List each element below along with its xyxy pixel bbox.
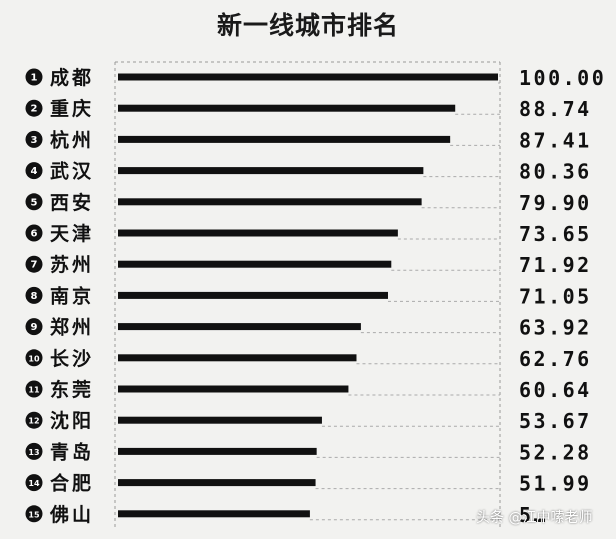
bar xyxy=(118,323,361,331)
rank-badge xyxy=(25,505,43,523)
bar xyxy=(118,416,322,424)
category-label: 南京 xyxy=(50,284,94,307)
bar xyxy=(118,479,316,487)
rank-number: 5 xyxy=(31,197,38,208)
value-label: 51.99 xyxy=(519,472,592,496)
value-label: 5… xyxy=(519,503,548,527)
value-label: 60.64 xyxy=(519,378,592,402)
category-label: 长沙 xyxy=(50,348,94,370)
rank-number: 6 xyxy=(31,229,38,240)
value-label: 73.65 xyxy=(519,222,592,246)
rank-badge xyxy=(25,411,43,429)
rank-number: 9 xyxy=(31,322,38,333)
rank-number: 15 xyxy=(28,510,40,519)
value-label: 80.36 xyxy=(519,160,592,184)
rank-badge xyxy=(25,99,43,117)
rank-badge xyxy=(25,349,43,367)
rank-badge xyxy=(25,193,43,211)
value-label: 100.00 xyxy=(519,66,606,90)
rank-badge xyxy=(25,380,43,398)
category-label: 郑州 xyxy=(50,317,94,339)
rank-number: 14 xyxy=(28,479,40,488)
category-label: 重庆 xyxy=(50,97,94,120)
rank-badge xyxy=(25,224,43,242)
bar xyxy=(118,291,388,299)
rank-number: 12 xyxy=(28,417,39,426)
chart-title: 新一线城市排名 xyxy=(216,11,399,40)
category-label: 苏州 xyxy=(50,253,94,276)
category-label: 佛山 xyxy=(49,503,94,526)
bar xyxy=(118,73,498,81)
rank-number: 11 xyxy=(28,386,40,395)
watermark: 头条 @江中嗦老师 xyxy=(476,510,593,526)
rank-number: 7 xyxy=(31,260,38,271)
value-label: 79.90 xyxy=(519,191,592,215)
bar xyxy=(118,135,451,143)
bar xyxy=(118,354,357,362)
bar xyxy=(118,229,398,237)
bar xyxy=(118,104,456,112)
rank-badge xyxy=(25,68,43,86)
value-label: 62.76 xyxy=(519,347,592,371)
bar xyxy=(118,447,317,455)
value-label: 63.92 xyxy=(519,316,592,340)
category-label: 沈阳 xyxy=(50,409,94,432)
rank-badge xyxy=(25,130,43,148)
rank-number: 3 xyxy=(31,135,38,146)
rank-badge xyxy=(25,255,43,273)
value-label: 71.92 xyxy=(519,253,592,277)
category-label: 天津 xyxy=(50,222,94,245)
bar xyxy=(118,385,349,393)
category-label: 武汉 xyxy=(50,161,94,183)
category-label: 西安 xyxy=(50,191,94,214)
rank-number: 13 xyxy=(28,448,39,457)
rank-badge xyxy=(25,286,43,304)
rank-badge xyxy=(25,474,43,492)
bar xyxy=(118,510,310,518)
rank-number: 1 xyxy=(31,73,38,84)
bar xyxy=(118,167,424,175)
rank-badge xyxy=(25,162,43,180)
value-label: 71.05 xyxy=(519,284,592,308)
value-label: 87.41 xyxy=(519,128,592,152)
rank-badge xyxy=(25,318,43,336)
rank-number: 4 xyxy=(31,166,38,177)
rank-number: 10 xyxy=(28,354,40,363)
rank-number: 2 xyxy=(31,104,38,115)
bar xyxy=(118,198,422,206)
value-label: 53.67 xyxy=(519,409,592,433)
rank-number: 8 xyxy=(31,291,38,302)
category-label: 成都 xyxy=(50,66,94,89)
category-label: 杭州 xyxy=(50,128,94,151)
category-label: 青岛 xyxy=(50,440,94,463)
category-label: 东莞 xyxy=(50,378,94,401)
rank-badge xyxy=(25,442,43,460)
value-label: 52.28 xyxy=(519,440,592,464)
bar xyxy=(118,260,392,268)
category-label: 合肥 xyxy=(50,472,94,495)
value-label: 88.74 xyxy=(519,97,592,121)
